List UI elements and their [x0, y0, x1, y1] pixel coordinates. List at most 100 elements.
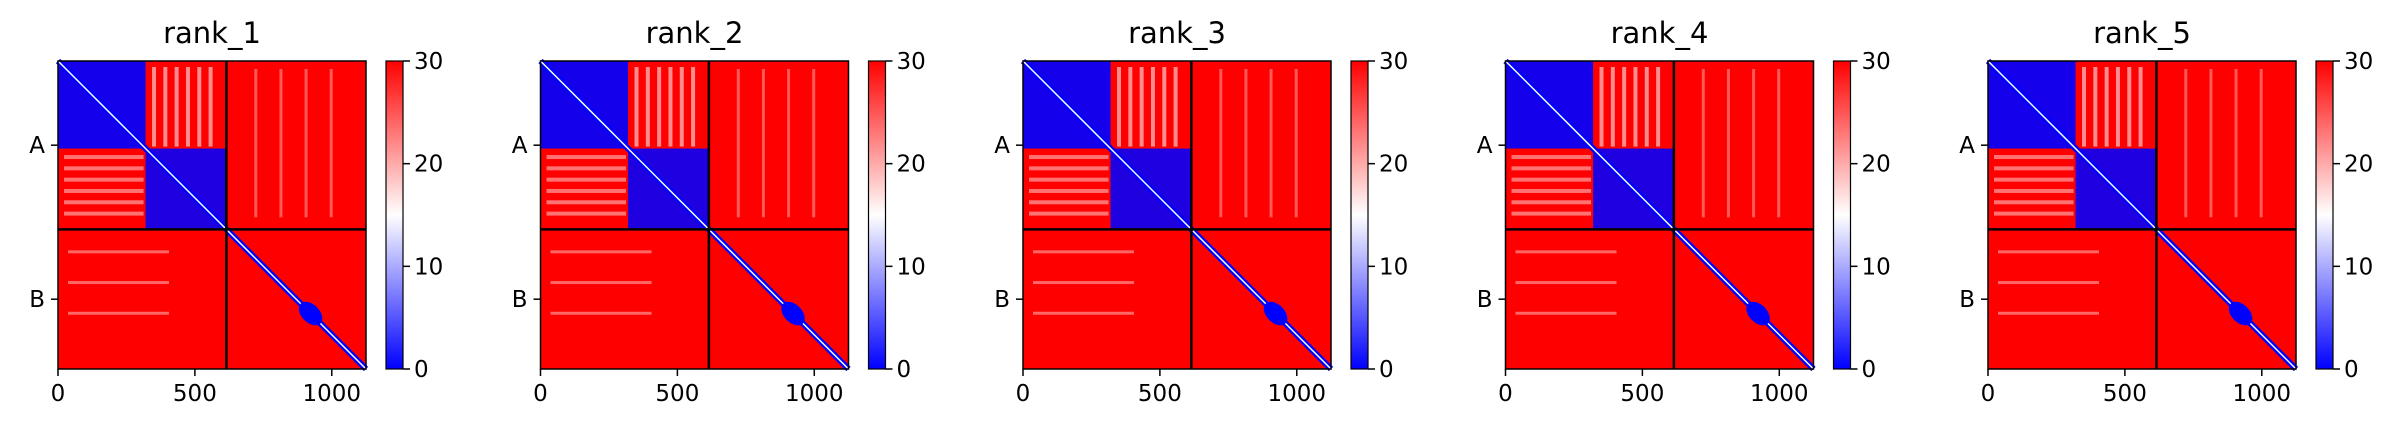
inter-domain-stripe: [64, 200, 144, 205]
interface-stripe: [1294, 69, 1298, 218]
interface-stripe: [761, 69, 765, 218]
interface-streak: [68, 311, 170, 315]
interface-streak: [550, 311, 652, 315]
x-tick-label: 0: [1981, 381, 1996, 407]
inter-domain-stripe: [1644, 67, 1649, 147]
colorbar-tick-label: 30: [897, 49, 926, 75]
chain-label: B: [512, 287, 528, 313]
interface-streak: [1998, 250, 2100, 254]
chain-label: B: [1477, 287, 1493, 313]
inter-domain-stripe: [1511, 200, 1592, 205]
inter-domain-stripe: [1622, 67, 1627, 147]
colorbar-tick-label: 10: [1862, 254, 1891, 280]
inter-domain-stripe: [1150, 67, 1155, 147]
interface-stripe: [279, 69, 283, 218]
interface-stripe: [2234, 69, 2238, 218]
inter-domain-stripe: [1610, 67, 1615, 147]
interface-stripe: [787, 69, 791, 218]
interface-stripe: [254, 69, 258, 218]
interface-stripe: [1701, 69, 1705, 218]
chain-label: A: [1959, 133, 1975, 159]
inter-domain-stripe: [1656, 67, 1661, 147]
inter-domain-stripe: [2115, 67, 2120, 147]
x-tick-label: 0: [1016, 381, 1031, 407]
chain-label: B: [1959, 287, 1975, 313]
x-tick-label: 500: [2103, 381, 2147, 407]
interface-streak: [1515, 311, 1617, 315]
x-tick-label: 1000: [785, 381, 844, 407]
colorbar-tick-label: 30: [1862, 49, 1891, 75]
inter-domain-stripe: [1511, 155, 1592, 160]
colorbar-tick-label: 10: [414, 254, 443, 280]
inter-domain-stripe: [1029, 166, 1109, 171]
panel-1: rank_1 A B 0 500 1000 0 10 20 30: [29, 16, 443, 407]
inter-domain-stripe: [1633, 67, 1638, 147]
inter-domain-stripe: [679, 67, 684, 147]
inter-domain-stripe: [1128, 67, 1133, 147]
inter-domain-stripe: [546, 155, 627, 160]
chain-b-blob: [298, 301, 323, 326]
interface-stripe: [2259, 69, 2263, 218]
x-tick-label: 0: [1498, 381, 1513, 407]
colorbar-tick-label: 20: [2344, 152, 2373, 178]
interface-streak: [1033, 311, 1135, 315]
inter-domain-stripe: [546, 188, 627, 193]
x-tick-label: 0: [51, 381, 66, 407]
colorbar-tick-label: 0: [414, 357, 429, 383]
inter-domain-stripe: [1994, 177, 2074, 182]
panel-2: rank_2 A B 0 500 1000 0 10 20 30: [512, 16, 926, 407]
panel-title: rank_2: [646, 16, 744, 50]
inter-domain-stripe: [1139, 67, 1144, 147]
panel-title: rank_5: [2093, 16, 2191, 50]
x-tick-label: 1000: [1750, 381, 1809, 407]
interface-stripe: [1269, 69, 1273, 218]
interface-streak: [550, 250, 652, 254]
plot-frame: [1987, 60, 2297, 370]
colorbar-tick-label: 10: [1379, 254, 1408, 280]
inter-domain-stripe: [546, 211, 627, 216]
inter-domain-stripe: [1994, 200, 2074, 205]
interface-stripe: [1726, 69, 1730, 218]
inter-domain-stripe: [691, 67, 696, 147]
inter-domain-stripe: [152, 67, 157, 147]
x-tick-label: 500: [655, 381, 699, 407]
colorbar-tick-label: 20: [1862, 152, 1891, 178]
inter-domain-stripe: [174, 67, 179, 147]
chain-b-blob: [2228, 301, 2253, 326]
interface-stripe: [736, 69, 740, 218]
inter-domain-stripe: [1994, 166, 2074, 171]
chain-b-blob: [1746, 301, 1770, 326]
inter-domain-stripe: [1994, 188, 2074, 193]
interface-streak: [68, 250, 170, 254]
chain-label: A: [29, 133, 45, 159]
colorbar-tick-label: 30: [2344, 49, 2373, 75]
interface-streak: [1033, 281, 1135, 285]
colorbar-tick-label: 30: [414, 49, 443, 75]
interface-stripe: [1219, 69, 1223, 218]
inter-domain-stripe: [64, 166, 144, 171]
colorbar-tick-label: 10: [2344, 254, 2373, 280]
inter-domain-stripe: [163, 67, 168, 147]
inter-domain-stripe: [1511, 211, 1592, 216]
plot-frame: [1022, 60, 1332, 370]
inter-domain-stripe: [197, 67, 202, 147]
inter-domain-stripe: [1994, 155, 2074, 160]
inter-domain-stripe: [1029, 155, 1109, 160]
interface-stripe: [2184, 69, 2188, 218]
panel-4: rank_4 A B 0 500 1000 0 10 20 30: [1477, 16, 1891, 407]
interface-streak: [1515, 281, 1617, 285]
inter-domain-stripe: [645, 67, 650, 147]
inter-domain-stripe: [1173, 67, 1178, 147]
colorbar-tick-label: 30: [1379, 49, 1408, 75]
panel-title: rank_1: [163, 16, 261, 50]
interface-streak: [1998, 281, 2100, 285]
interface-stripe: [1244, 69, 1248, 218]
interface-stripe: [1752, 69, 1756, 218]
x-tick-label: 500: [1138, 381, 1182, 407]
inter-domain-stripe: [1162, 67, 1167, 147]
colorbar: [867, 60, 887, 370]
interface-streak: [68, 281, 170, 285]
inter-domain-stripe: [64, 188, 144, 193]
plot-frame: [1504, 60, 1815, 370]
